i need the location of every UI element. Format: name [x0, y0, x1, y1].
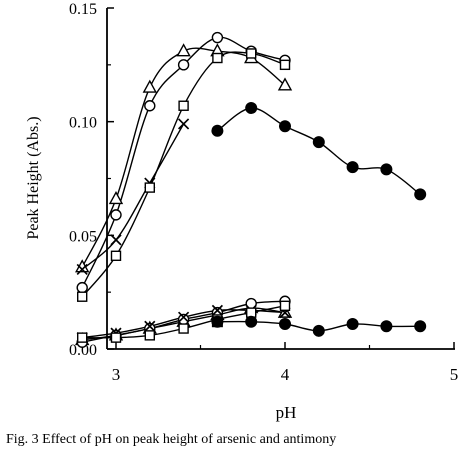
data-point-square-open — [144, 182, 156, 193]
series-line-triangle-open — [81, 47, 286, 268]
data-point-triangle-open — [142, 79, 157, 93]
data-point-square-open — [178, 323, 189, 334]
data-point-circle-filled — [414, 188, 427, 201]
data-point-triangle-open — [277, 77, 293, 91]
x-tick-label: 3 — [112, 365, 121, 384]
series-line-cross — [81, 123, 185, 270]
data-point-square-open — [279, 300, 291, 312]
y-axis-label: Peak Height (Abs.) — [25, 116, 42, 239]
data-point-circle-filled — [380, 320, 393, 333]
y-tick-label: 0.10 — [69, 115, 97, 132]
data-point-circle-filled — [346, 161, 359, 174]
y-tick-label: 0.00 — [69, 342, 97, 359]
x-axis-label: pH — [276, 403, 297, 422]
data-point-circle-filled — [346, 317, 359, 330]
data-point-square-open — [279, 59, 291, 71]
data-point-circle-filled — [279, 120, 291, 133]
series-line-circle-filled — [216, 107, 421, 195]
data-point-cross — [177, 118, 190, 130]
chart-axes: 0.00 0.05 0.10 0.15 3 4 5 — [69, 1, 458, 384]
data-point-circle-filled — [245, 102, 258, 115]
data-point-cross — [76, 263, 88, 276]
data-point-square-open — [110, 250, 122, 261]
data-point-triangle-open — [108, 190, 124, 205]
data-point-circle-filled — [211, 124, 224, 137]
data-point-circle-filled — [279, 317, 291, 330]
chart-markers — [75, 31, 427, 348]
series-line-circle-open — [81, 36, 286, 288]
data-point-circle-filled — [380, 163, 393, 176]
x-tick-label: 5 — [450, 365, 459, 384]
data-point-square-open — [110, 332, 122, 343]
data-point-square-open — [212, 52, 223, 64]
y-tick-label: 0.05 — [69, 228, 97, 245]
data-point-circle-open — [177, 59, 190, 71]
data-point-square-filled — [211, 316, 223, 328]
data-point-circle-open — [110, 209, 122, 221]
data-point-circle-open — [177, 313, 190, 326]
data-point-cross — [177, 311, 190, 323]
chart-curves — [81, 36, 421, 343]
data-point-cross — [144, 320, 156, 332]
figure-caption: Fig. 3 Effect of pH on peak height of ar… — [6, 432, 337, 447]
data-point-square-open — [76, 332, 88, 343]
data-point-circle-filled — [312, 136, 325, 149]
y-tick-label: 0.15 — [69, 1, 97, 18]
data-point-circle-filled — [245, 315, 258, 328]
data-point-circle-open — [144, 100, 156, 112]
data-point-square-open — [76, 291, 88, 302]
data-point-circle-filled — [312, 324, 325, 337]
x-tick-label: 4 — [281, 365, 290, 384]
data-point-cross — [110, 234, 122, 246]
data-point-circle-open — [211, 31, 224, 44]
data-point-cross — [211, 304, 224, 316]
data-point-square-open — [245, 48, 257, 59]
data-point-square-open — [144, 330, 156, 341]
data-point-circle-open — [76, 281, 88, 294]
data-point-circle-filled — [414, 320, 427, 333]
data-point-triangle-open — [176, 43, 191, 57]
data-point-square-open — [178, 100, 189, 111]
